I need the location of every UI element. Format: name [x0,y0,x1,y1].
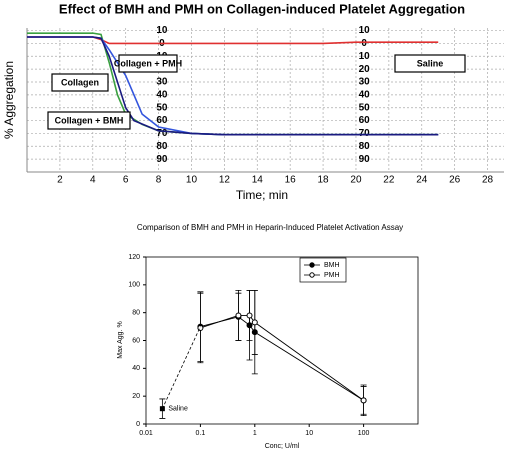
y-tick-label: 40 [156,89,168,100]
connector [162,326,201,409]
x-tick-label: 1 [253,430,257,437]
marker [246,312,253,319]
y-tick-label: 100 [128,282,140,289]
x-tick-label: 22 [383,175,395,186]
legend-label: Collagen + PMH [114,58,182,68]
y-tick-label: 10 [156,25,168,36]
marker [251,319,258,326]
legend-label: BMH [324,262,340,269]
y-tick-label: 60 [156,115,168,126]
y-tick-label: 40 [359,89,371,100]
x-tick-label: 28 [482,175,494,186]
legend-label: Collagen + BMH [55,115,124,125]
y-tick-label: 20 [359,64,371,75]
x-tick-label: 6 [123,175,129,186]
y-tick-label: 80 [359,141,371,152]
data-line [27,36,439,45]
legend-marker [309,272,315,278]
marker [235,312,242,319]
y-tick-label: 50 [156,102,168,113]
y-tick-label: 60 [359,115,371,126]
chart-title: Comparison of BMH and PMH in Heparin-Ind… [137,223,403,232]
x-tick-label: 0.1 [196,430,206,437]
x-tick-label: 8 [156,175,162,186]
y-tick-label: 70 [359,128,371,139]
y-tick-label: 80 [156,141,168,152]
y-tick-label: 0 [136,421,140,428]
y-tick-label: 50 [359,102,371,113]
legend-box [118,54,178,73]
y-tick-label: 0 [361,38,367,49]
y-tick-label: 30 [156,77,168,88]
y-axis-label: Max Agg. % [117,321,124,358]
data-line [200,316,364,401]
data-line [200,315,364,401]
legend-label: Collagen [61,77,99,87]
y-tick-label: 90 [359,154,371,165]
y-axis-label: % Aggregation [2,61,16,139]
x-tick-label: 12 [219,175,231,186]
legend-box [47,111,131,130]
x-axis-label: Conc; U/ml [265,443,300,450]
x-axis-label: Time; min [236,188,288,202]
data-line [27,36,439,136]
x-tick-label: 2 [57,175,63,186]
marker [159,406,165,412]
x-tick-label: 10 [305,430,313,437]
marker [360,397,367,404]
x-tick-label: 16 [285,175,297,186]
y-tick-label: 40 [132,365,140,372]
y-tick-label: 90 [156,154,168,165]
x-tick-label: 26 [449,175,461,186]
y-tick-label: 120 [128,254,140,261]
y-tick-label: 20 [132,393,140,400]
x-tick-label: 100 [358,430,370,437]
x-tick-label: 20 [350,175,362,186]
y-tick-label: 70 [156,128,168,139]
x-tick-label: 18 [318,175,330,186]
legend-box [299,257,347,283]
x-tick-label: 10 [186,175,198,186]
legend-box [51,73,109,92]
y-tick-label: 60 [132,337,140,344]
plot-frame [145,256,419,425]
chart-title: Effect of BMH and PMH on Collagen-induce… [59,1,465,16]
annotation: Saline [168,406,188,413]
legend-label: PMH [324,272,340,279]
x-tick-label: 24 [416,175,428,186]
x-tick-label: 14 [252,175,264,186]
x-tick-label: 4 [90,175,96,186]
y-tick-label: 80 [132,310,140,317]
legend-box [394,54,466,73]
y-tick-label: 10 [359,51,371,62]
y-tick-label: 30 [359,77,371,88]
x-tick-label: 0.01 [139,430,153,437]
legend-marker [309,262,315,268]
y-tick-label: 10 [359,25,371,36]
legend-label: Saline [417,58,444,68]
